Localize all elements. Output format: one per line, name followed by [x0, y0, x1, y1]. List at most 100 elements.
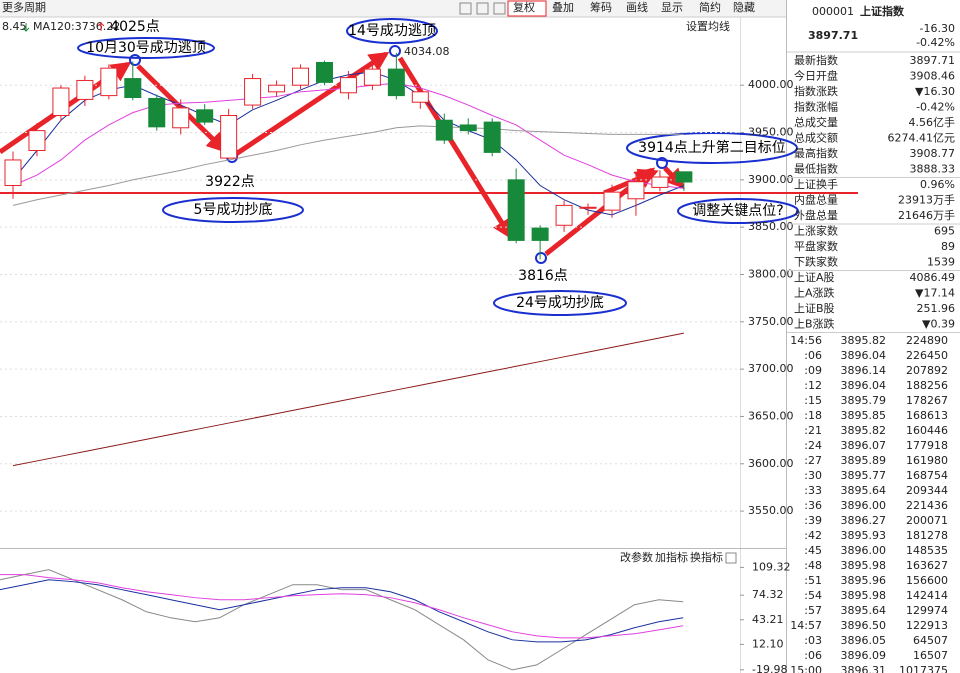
trade-volume: 142414: [906, 589, 948, 602]
candle-body: [268, 84, 286, 93]
trade-price: 3895.64: [841, 604, 887, 617]
annotation: 调整关键点位?: [692, 203, 783, 219]
toolbar-button[interactable]: 画线: [626, 0, 648, 14]
trade-time: :51: [804, 574, 822, 587]
y-tick-label: 3900.00: [748, 173, 794, 186]
icon[interactable]: [476, 2, 489, 15]
indicator-line: [0, 569, 684, 671]
candle-body: [148, 97, 166, 128]
annotation: 5号成功抄底: [194, 202, 273, 218]
stat-value: 3888.33: [910, 163, 956, 176]
trade-time: :03: [804, 634, 822, 647]
trade-time: :45: [804, 544, 822, 557]
candle-body: [315, 61, 333, 83]
toolbar-button[interactable]: 复权: [513, 0, 535, 14]
toolbar-label: 更多周期: [2, 0, 46, 14]
icon[interactable]: [459, 2, 472, 15]
quote-name: 上证指数: [860, 4, 905, 18]
candle-body: [52, 87, 70, 116]
trade-price: 3895.79: [841, 394, 887, 407]
stat-value: ▼17.14: [915, 287, 955, 300]
stat-label: 上B涨跌: [794, 317, 835, 331]
candle-body: [172, 107, 190, 129]
toolbar-button[interactable]: 简约: [699, 0, 721, 14]
stat-value: 695: [934, 225, 955, 238]
stat-value: 0.96%: [920, 178, 955, 191]
y-tick-label: 3950.00: [748, 126, 794, 139]
y-tick-label: 3800.00: [748, 267, 794, 280]
toolbar-button[interactable]: 隐藏: [733, 1, 755, 14]
annotation: 3816点: [518, 268, 568, 284]
ellipse: [162, 197, 304, 223]
y-tick-label: -19.98: [752, 663, 787, 673]
stat-label: 上涨家数: [794, 224, 838, 238]
indicator-button[interactable]: 改参数: [620, 550, 653, 564]
indicator-button[interactable]: 加指标: [655, 550, 688, 564]
ellipse: [493, 290, 627, 316]
toolbar-button[interactable]: 叠加: [552, 1, 574, 14]
stat-value: 4086.49: [910, 271, 956, 284]
stat-label: 外盘总量: [794, 208, 838, 222]
candle-body: [579, 206, 597, 209]
trade-price: 3895.98: [841, 559, 887, 572]
trade-time: :21: [804, 424, 822, 437]
stat-label: 最新指数: [794, 53, 838, 67]
trade-volume: 224890: [906, 334, 948, 347]
trade-price: 3895.89: [841, 454, 887, 467]
ma-label: MA120:3736.22: [33, 20, 120, 33]
trade-volume: 207892: [906, 364, 948, 377]
trade-time: :30: [804, 469, 822, 482]
trade-volume: 163627: [906, 559, 948, 572]
trade-volume: 181278: [906, 529, 948, 542]
trade-price: 3895.82: [841, 424, 887, 437]
trade-price: 3896.00: [841, 544, 887, 557]
toolbar-button[interactable]: 筹码: [590, 0, 612, 14]
stat-label: 上证B股: [794, 302, 835, 315]
candle-body: [651, 176, 669, 188]
y-tick-label: 12.10: [752, 637, 784, 650]
trade-volume: 221436: [906, 499, 948, 512]
candle-body: [435, 119, 453, 141]
stat-value: 89: [941, 240, 955, 253]
toolbar-button[interactable]: 显示: [661, 1, 683, 14]
trade-price: 3895.77: [841, 469, 887, 482]
trade-price: 3896.05: [841, 634, 887, 647]
quote-change-pct: -0.42%: [916, 36, 955, 49]
trade-volume: 178267: [906, 394, 948, 407]
indicator-line: [0, 574, 684, 639]
trade-volume: 1017375: [899, 664, 948, 673]
trade-volume: 209344: [906, 484, 948, 497]
stat-value: -0.42%: [916, 101, 955, 114]
stat-value: 23913万手: [898, 193, 955, 207]
stat-label: 内盘总量: [794, 193, 838, 207]
stat-value: 1539: [927, 256, 955, 269]
trade-price: 3896.00: [841, 499, 887, 512]
icon[interactable]: [493, 2, 506, 15]
trade-volume: 160446: [906, 424, 948, 437]
stat-value: ▼0.39: [922, 318, 955, 331]
y-tick-label: 3550.00: [748, 504, 794, 517]
indicator-line: [12, 125, 684, 206]
trade-time: :42: [804, 529, 822, 542]
trade-price: 3896.14: [841, 364, 887, 377]
trade-time: :57: [804, 604, 822, 617]
indicator-button[interactable]: 换指标: [690, 550, 723, 564]
trade-price: 3895.82: [841, 334, 887, 347]
trade-volume: 226450: [906, 349, 948, 362]
trade-time: :54: [804, 589, 822, 602]
close-box[interactable]: [725, 552, 737, 564]
trade-price: 3895.93: [841, 529, 887, 542]
arrow: [234, 51, 390, 157]
trade-time: :12: [804, 379, 822, 392]
trade-price: 3896.09: [841, 649, 887, 662]
stat-value: 3897.71: [910, 54, 956, 67]
settings-label[interactable]: 设置均线: [686, 19, 730, 33]
y-tick-label: 3750.00: [748, 315, 794, 328]
circle: [535, 252, 547, 264]
candle-body: [292, 67, 310, 86]
stat-label: 上证换手: [794, 177, 838, 191]
trade-time: :24: [804, 439, 822, 452]
stat-label: 总成交量: [794, 115, 838, 129]
stat-label: 总成交额: [794, 131, 838, 145]
